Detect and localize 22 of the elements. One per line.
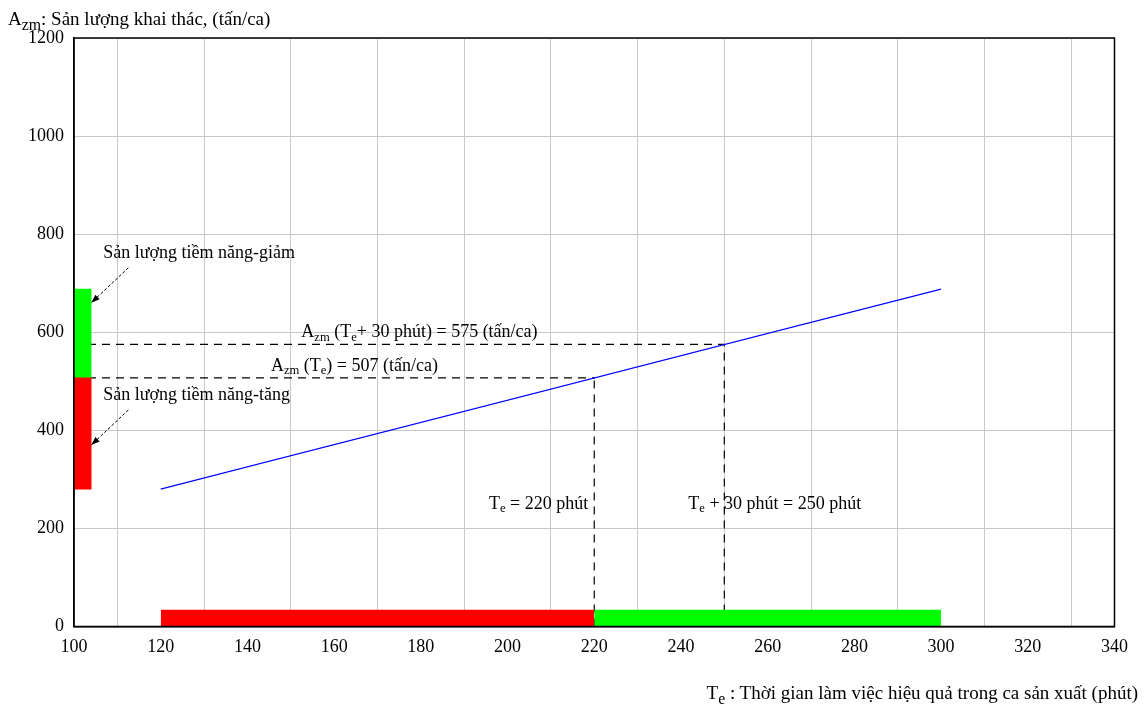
x-tick-label: 300	[927, 635, 955, 656]
y-tick-label: 400	[37, 419, 64, 439]
x-tick-label: 200	[494, 635, 522, 656]
x-tick-label: 240	[667, 635, 695, 656]
y-tick-label: 800	[37, 222, 64, 243]
x-tick-label: 320	[1014, 635, 1042, 656]
y-tick-label: 1000	[28, 124, 64, 145]
y-tick-label: 0	[55, 615, 64, 636]
x-tick-label: 100	[60, 635, 88, 656]
x-axis-title: T$_{e}$ : Thời gian làm việc hiệu quả trong ca sản xuất (phút)	[706, 682, 1138, 708]
x-tick-label: 260	[754, 635, 782, 656]
annotation: Sản lượng tiềm năng-giảm	[103, 241, 296, 262]
x-tick-label: 340	[1101, 635, 1128, 656]
x-tick-label: 140	[233, 635, 261, 656]
y-tick-label: 200	[37, 517, 64, 538]
x-tick-label: 120	[147, 635, 175, 656]
x-tick-label: 220	[580, 635, 608, 656]
x-tick-label: 160	[320, 635, 348, 656]
x-tick-label: 280	[840, 635, 868, 656]
x-tick-label: 180	[407, 635, 435, 656]
annotation: Sản lượng tiềm năng-tăng	[103, 383, 291, 404]
y-tick-label: 600	[37, 320, 64, 341]
